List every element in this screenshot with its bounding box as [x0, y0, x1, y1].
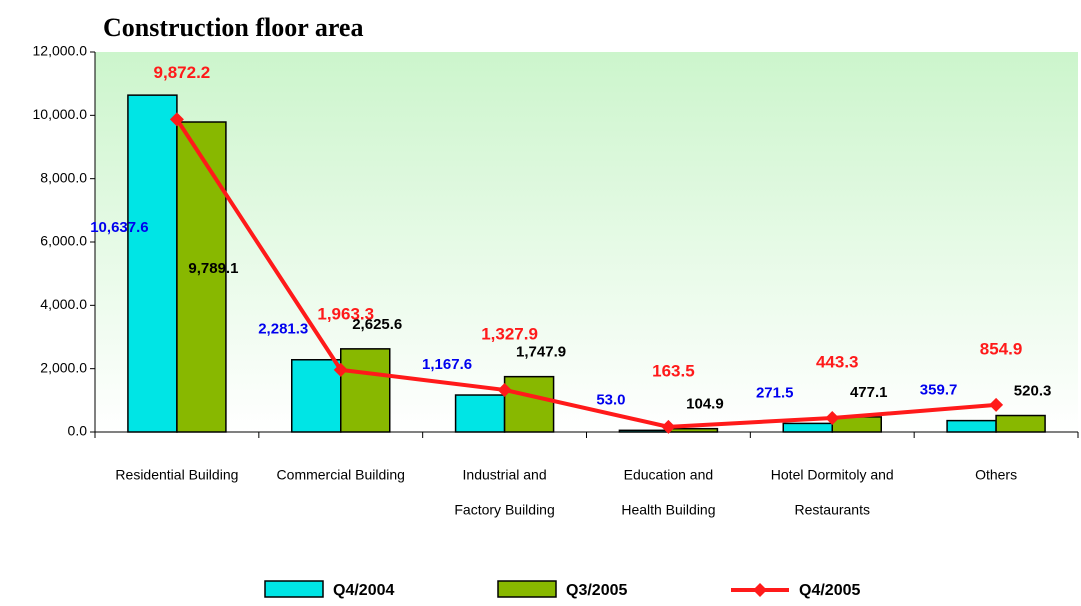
- data-label: 163.5: [652, 361, 695, 380]
- bar: [782, 422, 833, 433]
- data-label: 9,872.2: [154, 63, 211, 82]
- bar: [995, 414, 1046, 433]
- y-tick-label: 12,000.0: [33, 43, 88, 59]
- data-label: 9,789.1: [188, 260, 238, 277]
- data-label: 520.3: [1014, 382, 1052, 399]
- data-label: 359.7: [920, 382, 958, 399]
- x-tick-label: Health Building: [621, 502, 715, 518]
- x-tick-label: Hotel Dormitoly and: [771, 467, 894, 483]
- y-tick-label: 2,000.0: [40, 359, 87, 375]
- line: [175, 118, 997, 429]
- data-label: 477.1: [850, 384, 888, 401]
- legend-label: Q4/2004: [333, 582, 394, 599]
- bar: [946, 419, 997, 433]
- line-marker: [661, 419, 676, 434]
- line-marker: [825, 410, 840, 425]
- x-tick-label: Residential Building: [115, 467, 238, 483]
- data-label: 53.0: [596, 391, 625, 408]
- bar: [618, 429, 670, 433]
- line-marker: [169, 112, 184, 127]
- data-label: 2,625.6: [352, 316, 402, 333]
- legend-swatch: [264, 580, 324, 598]
- data-label: 443.3: [816, 352, 859, 371]
- data-label: 10,637.6: [90, 219, 148, 236]
- data-label: 1,747.9: [516, 344, 566, 361]
- bar: [127, 94, 178, 433]
- line-marker: [497, 382, 512, 397]
- data-label: 1,167.6: [422, 356, 472, 373]
- bar: [503, 375, 555, 433]
- line-marker: [333, 362, 348, 377]
- bar: [454, 394, 506, 433]
- data-label: 104.9: [686, 396, 724, 413]
- legend-marker: [753, 583, 767, 597]
- y-tick-label: 8,000.0: [40, 169, 87, 185]
- bar: [667, 427, 719, 433]
- y-tick-label: 4,000.0: [40, 296, 87, 312]
- y-tick-label: 6,000.0: [40, 233, 87, 249]
- legend-label: Q3/2005: [566, 582, 627, 599]
- x-tick-label: Education and: [624, 467, 714, 483]
- bar: [340, 348, 391, 433]
- data-label: 271.5: [756, 384, 794, 401]
- data-label: 2,281.3: [258, 321, 308, 338]
- x-tick-label: Industrial and: [463, 467, 547, 483]
- line-marker: [989, 397, 1004, 412]
- legend-label: Q4/2005: [799, 582, 860, 599]
- data-label: 854.9: [980, 339, 1023, 358]
- chart-title: Construction floor area: [103, 13, 363, 42]
- data-label: 1,327.9: [481, 324, 538, 343]
- legend-swatch: [497, 580, 557, 598]
- x-tick-label: Commercial Building: [277, 467, 405, 483]
- bar: [176, 121, 227, 433]
- y-tick-label: 10,000.0: [33, 106, 88, 122]
- plot-area: [95, 52, 1078, 432]
- y-tick-label: 0.0: [68, 423, 88, 439]
- bar: [291, 359, 342, 433]
- data-label: 1,963.3: [317, 304, 374, 323]
- x-tick-label: Factory Building: [454, 502, 554, 518]
- x-tick-label: Restaurants: [795, 502, 870, 518]
- x-tick-label: Others: [975, 467, 1017, 483]
